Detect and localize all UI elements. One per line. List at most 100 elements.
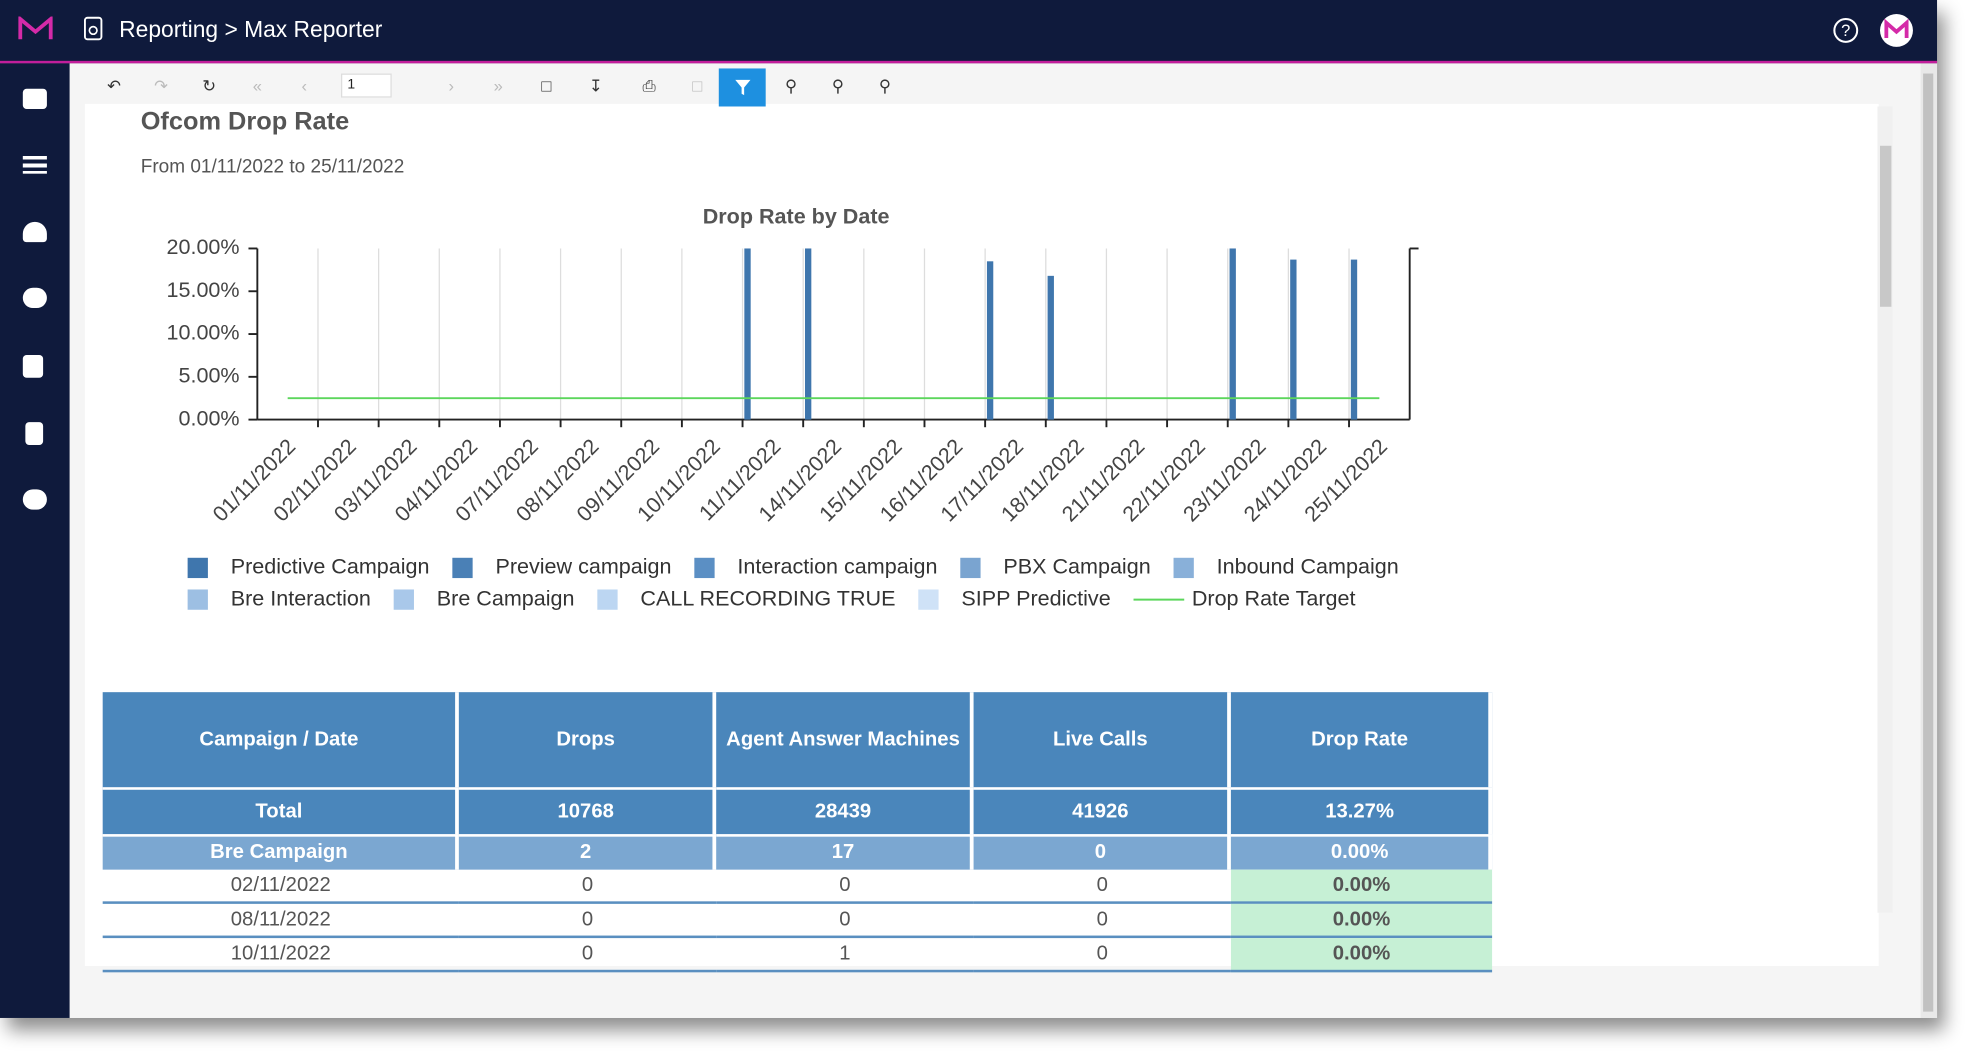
group-row: Bre Campaign 2 17 0 0.00% (102, 834, 1493, 870)
zoom-in-button[interactable]: ⚲ (785, 76, 798, 96)
scroll-thumb[interactable] (1923, 73, 1934, 1012)
print-page-button[interactable]: □ (692, 76, 703, 96)
svg-text:?: ? (1841, 22, 1850, 40)
breadcrumb[interactable]: Reporting > Max Reporter (119, 16, 383, 42)
legend-swatch (187, 589, 208, 610)
data-cell: 0 (716, 870, 974, 904)
y-tick-label: 20.00% (167, 234, 240, 259)
column-header: Live Calls (973, 692, 1231, 788)
nav-icon[interactable] (22, 354, 44, 378)
legend-label: Bre Campaign (437, 585, 575, 610)
legend-swatch (393, 589, 414, 610)
data-cell: 0 (458, 870, 717, 904)
total-cell: 41926 (973, 787, 1231, 835)
column-header: Agent Answer Machines (716, 692, 974, 788)
bar (1350, 259, 1358, 420)
page-input[interactable]: 1 (341, 73, 392, 98)
legend-label: SIPP Predictive (961, 585, 1110, 610)
legend-swatch (597, 589, 618, 610)
data-cell: 1 (716, 938, 974, 973)
logo (18, 16, 53, 40)
legend-label: Preview campaign (495, 554, 671, 579)
data-cell: 0 (458, 904, 717, 939)
legend-label: CALL RECORDING TRUE (640, 585, 895, 610)
y-tick-label: 5.00% (178, 363, 239, 388)
legend-swatch (918, 589, 939, 610)
legend-label: Predictive Campaign (231, 554, 430, 579)
data-cell: 0 (973, 938, 1231, 973)
group-cell: 0 (973, 834, 1231, 870)
zoom-out-button[interactable]: ⚲ (831, 76, 844, 96)
nav-icon[interactable] (22, 88, 47, 110)
report-icon (83, 16, 103, 41)
nav-icon[interactable] (22, 489, 47, 510)
legend-label: PBX Campaign (1003, 554, 1150, 579)
legend-label: Inbound Campaign (1217, 554, 1399, 579)
bar (1229, 248, 1236, 420)
forward-button[interactable]: ↷ (154, 76, 168, 96)
help-button[interactable]: ? (1832, 16, 1860, 44)
data-table: Campaign / Date Drops Agent Answer Machine… (102, 692, 1493, 973)
back-button[interactable]: ↶ (107, 76, 122, 96)
legend-label: Drop Rate Target (1192, 585, 1356, 610)
header-row: Campaign / Date Drops Agent Answer Machine… (102, 692, 1493, 788)
first-page-button[interactable]: « (252, 76, 262, 96)
data-cell: 02/11/2022 (102, 870, 459, 904)
bar (986, 261, 994, 420)
data-cell: 08/11/2022 (102, 904, 459, 939)
total-cell: Total (102, 787, 459, 835)
nav-icon[interactable] (25, 422, 44, 445)
group-cell: Bre Campaign (102, 834, 459, 870)
zoom-button[interactable]: ⚲ (878, 76, 891, 96)
last-page-button[interactable]: » (493, 76, 503, 96)
refresh-button[interactable]: ↻ (202, 76, 217, 96)
legend-swatch (1173, 557, 1194, 579)
data-row: 02/11/2022 0 0 0 0.00% (102, 869, 1493, 904)
data-row: 08/11/2022 0 0 0 0.00% (102, 903, 1493, 939)
page-setup-button[interactable]: □ (541, 76, 552, 96)
nav-icon[interactable] (22, 221, 47, 243)
total-cell: 13.27% (1230, 787, 1493, 835)
data-cell: 0 (973, 904, 1231, 939)
report-scroll-thumb[interactable] (1879, 145, 1892, 307)
column-header: Drop Rate (1230, 692, 1493, 788)
total-cell: 28439 (716, 787, 974, 835)
bar (804, 248, 812, 420)
data-cell: 0.00% (1230, 903, 1493, 939)
total-cell: 10768 (458, 787, 717, 835)
filter-button[interactable] (718, 68, 766, 107)
legend-swatch (452, 557, 473, 579)
chart-title: Drop Rate by Date (703, 204, 890, 229)
bar (1047, 275, 1054, 420)
report-scrollbar[interactable] (1877, 106, 1893, 913)
data-row: 10/11/2022 0 1 0 0.00% (102, 938, 1493, 973)
print-button[interactable]: ⎙ (642, 76, 656, 96)
legend-swatch (694, 557, 715, 579)
nav-icon[interactable] (22, 155, 47, 174)
column-header: Campaign / Date (102, 692, 459, 788)
data-cell: 0 (458, 938, 717, 973)
legend-label: Bre Interaction (231, 585, 371, 610)
group-cell: 0.00% (1230, 834, 1493, 870)
prev-page-button[interactable]: ‹ (301, 76, 308, 96)
user-avatar[interactable] (1879, 13, 1914, 48)
report-subtitle: From 01/11/2022 to 25/11/2022 (140, 155, 405, 178)
group-cell: 2 (458, 834, 717, 870)
y-tick-label: 15.00% (167, 277, 240, 302)
column-header: Drops (458, 692, 717, 788)
export-button[interactable]: ↧ (588, 76, 603, 96)
data-cell: 0.00% (1230, 869, 1493, 904)
group-cell: 17 (716, 834, 974, 870)
nav-icon[interactable] (22, 287, 47, 309)
bar (744, 248, 751, 420)
top-bar: Reporting > Max Reporter ? (0, 0, 1938, 64)
report-title: Ofcom Drop Rate (140, 107, 350, 136)
data-cell: 10/11/2022 (102, 938, 459, 973)
legend-swatch (960, 557, 981, 579)
data-cell: 0.00% (1230, 938, 1493, 973)
bar (1290, 259, 1297, 420)
next-page-button[interactable]: › (448, 76, 455, 96)
